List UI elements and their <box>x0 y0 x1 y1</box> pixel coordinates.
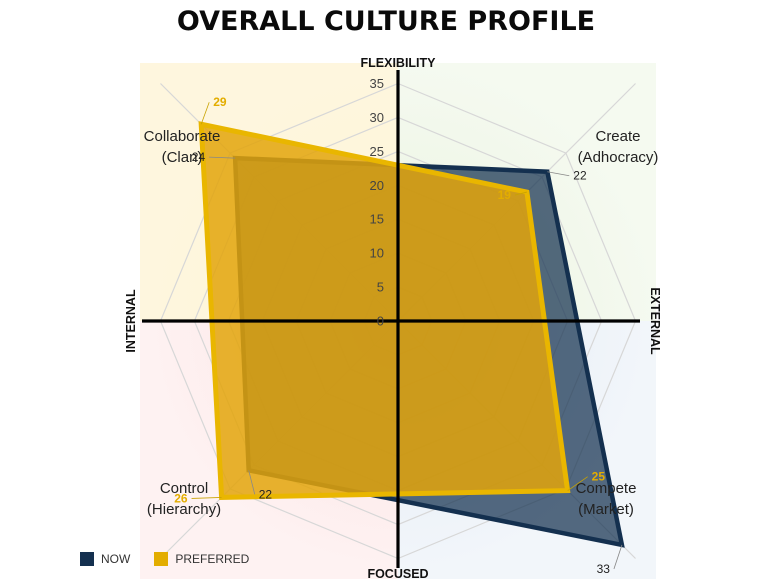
quadrant-label-market: Compete <box>576 480 637 497</box>
value-leader-line <box>209 156 236 159</box>
quadrant-label-adhocracy-sub: (Adhocracy) <box>578 149 659 166</box>
tick-label: 10 <box>370 246 384 261</box>
legend-swatch-preferred <box>154 552 169 566</box>
axis-label-right: EXTERNAL <box>648 287 662 355</box>
legend-item-now: NOW <box>80 552 130 566</box>
tick-label: 15 <box>370 212 384 227</box>
value-label-preferred: 26 <box>174 491 188 505</box>
value-label-now: 22 <box>259 487 273 501</box>
value-label-preferred: 19 <box>498 188 512 202</box>
value-leader-line <box>191 497 222 499</box>
tick-label: 25 <box>370 144 384 159</box>
value-label-now: 24 <box>192 150 206 164</box>
value-leader-line <box>567 476 588 491</box>
quadrant-label-market-sub: (Market) <box>578 501 634 518</box>
value-label-now: 22 <box>573 169 587 183</box>
value-label-preferred: 29 <box>213 95 227 109</box>
value-leader-line <box>200 102 210 125</box>
tick-label: 20 <box>370 178 384 193</box>
quadrant-label-clan-sub: (Clan) <box>162 149 203 166</box>
quadrant-label-hierarchy: Control <box>160 480 208 497</box>
value-label-now: 33 <box>597 562 611 576</box>
axis-cross <box>142 70 640 568</box>
value-leader-line <box>547 171 570 177</box>
value-leader-line <box>613 544 623 570</box>
legend-label-now: NOW <box>101 552 131 566</box>
legend: NOW PREFERRED <box>80 552 263 566</box>
axis-label-left: INTERNAL <box>124 289 138 353</box>
tick-labels: 0 5 10 15 20 25 30 35 <box>370 76 384 329</box>
chart-title: OVERALL CULTURE PROFILE <box>177 6 595 37</box>
series-layer <box>198 121 625 548</box>
legend-label-preferred: PREFERRED <box>175 552 250 566</box>
value-leader-line <box>514 191 528 196</box>
axis-label-top: FLEXIBILITY <box>361 56 437 70</box>
value-labels: 24 22 33 22 29 19 25 26 <box>174 95 623 576</box>
axis-label-bottom: FOCUSED <box>367 567 428 581</box>
tick-label: 35 <box>370 76 384 91</box>
legend-swatch-now <box>80 552 94 566</box>
tick-label: 0 <box>377 314 384 329</box>
tick-label: 30 <box>370 110 384 125</box>
quadrant-label-adhocracy: Create <box>595 128 640 145</box>
quadrant-label-hierarchy-sub: (Hierarchy) <box>147 501 221 518</box>
value-label-preferred: 25 <box>592 470 606 484</box>
legend-item-preferred: PREFERRED <box>154 552 249 566</box>
tick-label: 5 <box>377 280 384 295</box>
series-area-preferred <box>198 121 571 500</box>
value-leader-line <box>248 470 256 495</box>
quadrant-label-clan: Collaborate <box>144 128 221 145</box>
